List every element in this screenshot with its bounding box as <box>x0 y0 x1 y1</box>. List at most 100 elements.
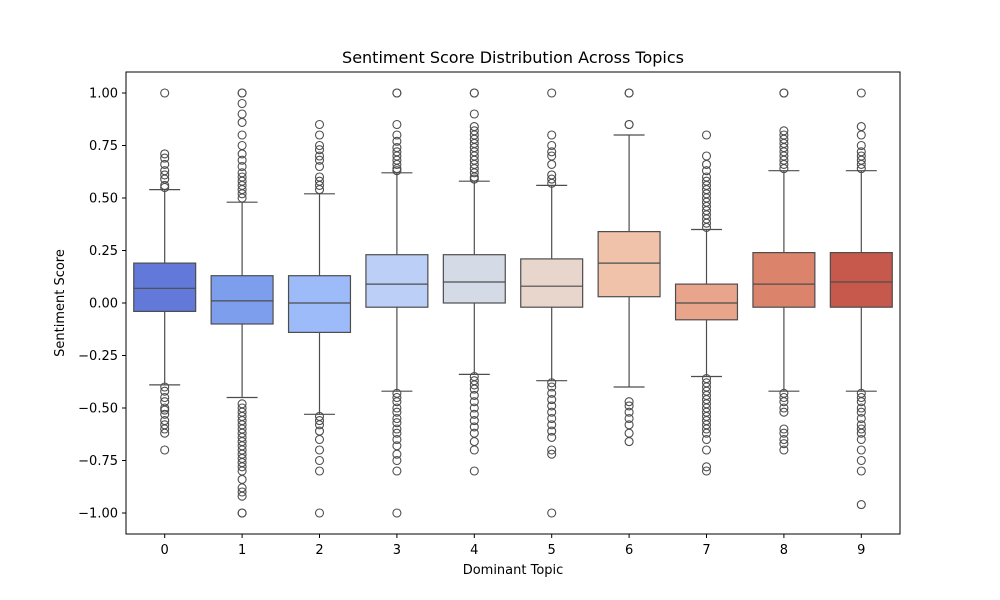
box-iqr <box>210 275 274 325</box>
x-tick-label: 9 <box>857 543 865 558</box>
outlier-point <box>701 222 712 232</box>
outlier-point <box>392 424 402 434</box>
outlier-point <box>469 384 479 394</box>
outlier-point <box>392 403 402 413</box>
y-tick-label: −0.50 <box>78 402 118 417</box>
outlier-point <box>624 119 634 130</box>
outlier-point <box>779 88 789 98</box>
outlier-point <box>856 434 866 445</box>
outlier-point <box>160 409 170 419</box>
outlier-point <box>314 155 325 165</box>
outlier-point <box>547 395 557 405</box>
x-axis-label: Dominant Topic <box>463 563 564 578</box>
box-group-topic-0 <box>133 88 197 455</box>
x-tick-label: 6 <box>625 543 633 558</box>
outlier-point <box>779 164 789 174</box>
outlier-point <box>314 445 325 455</box>
outlier-point <box>856 130 866 140</box>
y-tick-label: 1.00 <box>89 87 118 102</box>
box-group-topic-4 <box>442 88 506 476</box>
x-tick-label: 3 <box>393 543 401 558</box>
outlier-point <box>160 382 170 392</box>
outlier-point <box>469 390 479 400</box>
box-group-topic-8 <box>752 88 816 455</box>
outlier-point <box>237 130 247 140</box>
outlier-point <box>160 386 170 396</box>
x-tick-label: 2 <box>315 543 323 558</box>
outlier-point <box>779 428 789 438</box>
outlier-point <box>314 140 325 151</box>
box-group-topic-1 <box>210 88 274 518</box>
outlier-point <box>856 403 866 413</box>
outlier-point <box>392 508 402 518</box>
box-iqr <box>597 231 661 298</box>
box-group-topic-7 <box>674 130 739 476</box>
outlier-point <box>779 439 789 449</box>
outlier-point <box>701 428 712 438</box>
outlier-point <box>547 449 557 459</box>
outlier-point <box>547 407 557 417</box>
outlier-point <box>469 403 479 413</box>
y-tick-label: −1.00 <box>78 507 118 522</box>
outlier-point <box>392 88 402 98</box>
outlier-point <box>779 403 789 413</box>
outlier-point <box>856 392 866 403</box>
outlier-point <box>469 109 479 119</box>
outlier-point <box>469 174 479 184</box>
outlier-point <box>856 428 866 438</box>
outlier-point <box>392 418 402 428</box>
outlier-point <box>856 466 866 476</box>
outlier-point <box>547 401 557 411</box>
box-group-topic-3 <box>365 88 429 518</box>
outlier-point <box>547 508 557 518</box>
y-tick-label: −0.75 <box>78 454 118 469</box>
outlier-point <box>237 508 247 518</box>
outlier-point <box>547 382 557 392</box>
outlier-point <box>779 159 789 169</box>
outlier-point <box>469 380 479 390</box>
outlier-point <box>392 434 402 445</box>
outlier-point <box>779 392 789 403</box>
outlier-point <box>314 466 325 476</box>
outlier-point <box>392 130 402 140</box>
outlier-point <box>314 161 325 172</box>
y-tick-label: 0.50 <box>89 192 118 207</box>
outlier-point <box>160 405 170 415</box>
outlier-point <box>624 397 634 407</box>
outlier-point <box>160 88 170 98</box>
outlier-point <box>701 466 712 476</box>
outlier-point <box>624 437 634 447</box>
outlier-point <box>314 455 325 466</box>
outlier-point <box>392 449 402 459</box>
outlier-point <box>237 88 247 98</box>
outlier-point <box>856 164 866 174</box>
outlier-point <box>624 88 634 98</box>
outlier-point <box>160 445 170 455</box>
outlier-point <box>469 409 479 419</box>
outlier-point <box>392 392 402 403</box>
outlier-point <box>160 149 170 159</box>
x-tick-label: 8 <box>780 543 788 558</box>
outlier-point <box>237 98 247 109</box>
outlier-point <box>237 491 247 501</box>
outlier-point <box>701 462 712 472</box>
outlier-point <box>392 455 402 466</box>
outlier-point <box>856 88 866 98</box>
outlier-point <box>779 445 789 455</box>
outlier-point <box>469 416 479 426</box>
outlier-point <box>160 428 170 438</box>
outlier-point <box>469 445 479 455</box>
outlier-point <box>701 159 712 169</box>
outlier-point <box>392 428 402 438</box>
chart-title: Sentiment Score Distribution Across Topi… <box>342 48 684 67</box>
outlier-point <box>469 88 479 98</box>
y-axis-label: Sentiment Score <box>53 249 68 357</box>
outlier-point <box>314 130 325 140</box>
outlier-point <box>314 420 325 430</box>
box-iqr <box>674 283 739 321</box>
outlier-point <box>160 153 170 163</box>
box-iqr <box>752 252 816 308</box>
outlier-point <box>701 434 712 445</box>
box-iqr <box>365 254 429 308</box>
outlier-point <box>547 432 557 442</box>
